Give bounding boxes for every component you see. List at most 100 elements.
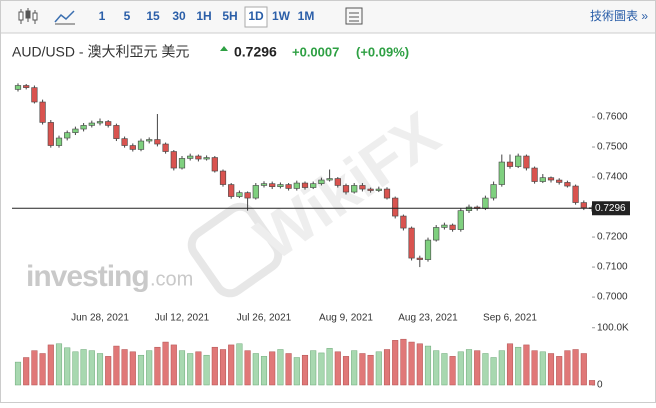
candle-body	[14, 85, 22, 90]
interval-button[interactable]: 1M	[298, 9, 315, 23]
volume-bar	[269, 351, 276, 386]
candle-body	[260, 183, 268, 186]
candle-body	[277, 184, 284, 187]
candle-body	[244, 192, 251, 199]
interval-button[interactable]: 1	[99, 9, 106, 23]
candle-body	[252, 185, 259, 199]
volume-bar	[539, 351, 546, 386]
candle-body	[465, 206, 473, 211]
volume-bar	[342, 356, 350, 386]
active-interval	[244, 6, 268, 28]
last-price-box	[592, 201, 630, 216]
interval-button[interactable]: 30	[172, 9, 186, 23]
volume-bar	[14, 361, 22, 386]
candle-body	[572, 185, 579, 203]
y-tick-label: 0.7200	[597, 232, 628, 243]
interval-button[interactable]: 1H	[196, 9, 211, 23]
candle-body	[326, 178, 333, 181]
volume-bar	[187, 353, 194, 386]
volume-bar	[170, 344, 177, 386]
volume-bar	[64, 347, 71, 386]
candle-body	[170, 151, 177, 169]
volume-bar	[359, 353, 366, 386]
candle-body	[441, 224, 448, 228]
interval-button[interactable]: 5	[124, 9, 131, 23]
volume-bar	[580, 353, 587, 386]
candle-icon[interactable]	[18, 8, 38, 24]
candle-body	[383, 188, 391, 199]
up-arrow	[220, 46, 228, 51]
volume-bar	[515, 346, 522, 386]
volume-bar	[433, 350, 440, 386]
table-icon[interactable]	[345, 7, 363, 25]
symbol: AUD/USD - 澳大利亞元 美元	[12, 44, 189, 60]
candle-body	[269, 183, 276, 187]
watermark-suffix: .com	[150, 268, 193, 290]
volume-bar	[31, 350, 38, 386]
candle-body	[433, 227, 440, 241]
candle-body	[416, 257, 423, 260]
candle-body	[375, 188, 382, 191]
candle-body	[121, 138, 128, 146]
volume-bar	[457, 351, 464, 386]
candle-body	[424, 239, 432, 260]
volume-bar	[301, 354, 309, 386]
volume-bar	[572, 349, 579, 386]
interval-button[interactable]: 5H	[222, 9, 237, 23]
candle-body	[162, 143, 169, 152]
interval-button[interactable]: 1D	[248, 9, 264, 23]
interval-button[interactable]: 1W	[272, 9, 291, 23]
candle-body	[515, 155, 522, 167]
watermark-brand: investing	[26, 260, 149, 293]
candle-body	[47, 122, 54, 146]
volume-bar	[441, 353, 448, 386]
candle-body	[39, 101, 46, 123]
volume-bar	[219, 349, 227, 386]
price: 0.7296	[234, 44, 277, 60]
interval-button[interactable]: 15	[146, 9, 160, 23]
volume-bar	[383, 349, 391, 386]
candle-body	[310, 183, 317, 188]
volume-bar	[154, 346, 161, 386]
line-icon[interactable]	[54, 10, 75, 23]
x-tick-label: Jul 26, 2021	[237, 313, 292, 324]
volume-bar	[351, 350, 358, 386]
volume-bar	[465, 349, 473, 386]
volume-bar	[211, 346, 218, 386]
volume-bar	[506, 343, 514, 386]
candle-body	[392, 197, 399, 217]
volume-bar	[47, 344, 54, 386]
volume-bar	[408, 341, 415, 386]
candle-body	[146, 139, 153, 142]
candle-body	[195, 155, 202, 160]
volume-bar	[105, 356, 112, 386]
candle-body	[359, 185, 366, 190]
x-tick-label: Jun 28, 2021	[71, 313, 129, 324]
technical-chart-link[interactable]: 技術圖表 »	[590, 9, 648, 23]
candle-body	[285, 184, 292, 189]
candle-body	[490, 184, 497, 199]
volume-bar	[88, 350, 95, 386]
volume-bar	[367, 354, 374, 386]
volume-bar	[178, 350, 186, 386]
volume-bar	[121, 349, 128, 386]
volume-bar	[113, 345, 120, 386]
candle-body	[137, 140, 145, 150]
volume-bar	[228, 344, 235, 386]
volume-bar	[523, 344, 530, 386]
volume-bar	[318, 352, 325, 386]
candle-body	[506, 161, 514, 167]
y-tick-label: 0.7500	[597, 142, 628, 153]
candle-body	[367, 188, 374, 191]
candle-body	[23, 85, 30, 88]
volume-bar	[252, 353, 259, 386]
candle-body	[211, 157, 218, 172]
y2-tick-label: 0	[597, 380, 603, 391]
candle-body	[203, 157, 210, 160]
x-tick-label: Sep 6, 2021	[483, 313, 537, 324]
volume-bar	[137, 354, 145, 386]
volume-bar	[260, 356, 268, 386]
volume-bar	[564, 350, 571, 386]
